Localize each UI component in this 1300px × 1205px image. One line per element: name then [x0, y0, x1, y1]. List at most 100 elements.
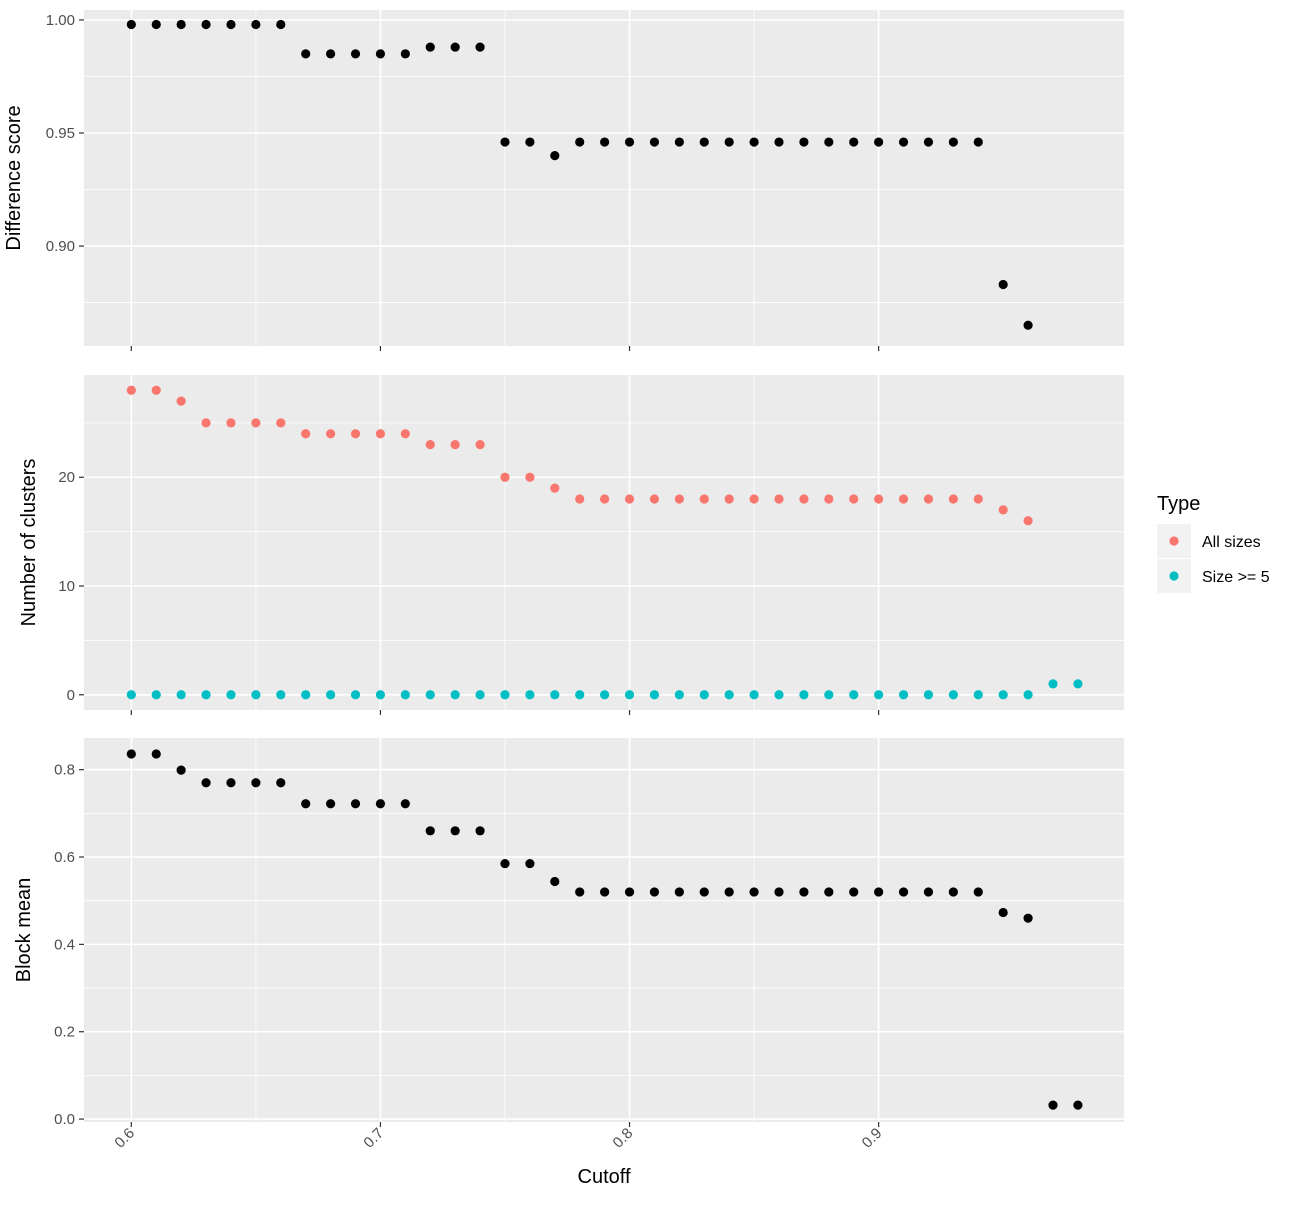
panel-blockmean: 0.0 0.2 0.4 0.6 0.8 Block mean — [13, 738, 1124, 1128]
data-point — [600, 494, 610, 504]
data-point — [525, 858, 535, 869]
data-point — [849, 494, 859, 504]
data-point — [176, 690, 186, 700]
data-point — [774, 690, 784, 700]
data-point — [973, 494, 983, 504]
data-point — [973, 887, 983, 897]
data-point — [525, 690, 535, 700]
data-point — [749, 690, 759, 700]
data-point — [849, 690, 859, 700]
data-point — [375, 429, 386, 439]
data-point — [724, 690, 734, 700]
data-point — [525, 472, 535, 482]
data-point — [251, 778, 261, 788]
data-point — [201, 778, 211, 788]
data-point — [126, 749, 136, 759]
data-point — [550, 690, 560, 700]
data-point — [624, 690, 635, 700]
data-point — [824, 887, 834, 897]
data-point — [350, 799, 361, 809]
data-point — [425, 826, 435, 836]
data-point — [301, 49, 311, 59]
y-tick-label: 0 — [67, 687, 75, 704]
data-point — [151, 19, 161, 30]
y-tick-label: 1.00 — [46, 12, 75, 29]
data-point — [575, 137, 585, 147]
data-point — [450, 42, 460, 52]
x-tick-label: 0.7 — [360, 1125, 387, 1152]
data-point — [176, 765, 186, 775]
data-point — [724, 137, 734, 147]
data-point — [674, 690, 684, 700]
data-point — [699, 494, 709, 504]
data-point — [799, 690, 809, 700]
data-point — [923, 494, 934, 504]
series-all-sizes — [126, 385, 1033, 526]
data-point — [475, 690, 485, 700]
data-point — [1023, 690, 1033, 700]
y-tick-label: 20 — [58, 469, 75, 486]
data-point — [799, 494, 809, 504]
data-point — [326, 690, 336, 700]
data-point — [400, 49, 410, 59]
legend-label: Size >= 5 — [1202, 569, 1270, 586]
data-point — [649, 494, 660, 504]
y-tick-label: 0.95 — [46, 125, 75, 142]
y-axis-title: Difference score — [3, 105, 25, 250]
data-point — [126, 19, 136, 30]
data-point — [226, 690, 236, 700]
data-point — [151, 749, 161, 759]
data-point — [624, 887, 635, 897]
data-point — [998, 907, 1008, 918]
data-point — [973, 137, 983, 147]
data-point — [326, 799, 336, 809]
data-point — [500, 858, 510, 869]
data-point — [749, 887, 759, 897]
data-point — [276, 19, 286, 30]
series-size-5 — [126, 679, 1083, 700]
data-point — [326, 429, 336, 439]
data-point — [824, 690, 834, 700]
data-point — [226, 19, 236, 30]
data-point — [201, 690, 211, 700]
data-point — [849, 137, 859, 147]
data-point — [948, 690, 958, 700]
data-point — [475, 826, 485, 836]
data-point — [649, 137, 660, 147]
data-point — [774, 887, 784, 897]
data-point — [674, 887, 684, 897]
data-point — [400, 690, 410, 700]
data-point — [375, 690, 386, 700]
data-point — [226, 778, 236, 788]
data-point — [699, 887, 709, 897]
x-tick-label: 0.6 — [111, 1125, 138, 1152]
data-point — [525, 137, 535, 147]
data-point — [799, 137, 809, 147]
data-point — [176, 396, 186, 406]
x-axis-title: Cutoff — [578, 1166, 631, 1188]
data-point — [849, 887, 859, 897]
data-point — [251, 690, 261, 700]
data-point — [276, 690, 286, 700]
data-point — [649, 887, 660, 897]
data-point — [276, 418, 286, 428]
data-point — [674, 137, 684, 147]
series-points — [126, 19, 1033, 330]
data-point — [226, 418, 236, 428]
data-point — [400, 429, 410, 439]
data-point — [425, 42, 435, 52]
data-point — [898, 494, 909, 504]
y-axis-title: Number of clusters — [18, 459, 40, 627]
data-point — [898, 137, 909, 147]
data-point — [923, 690, 934, 700]
data-point — [948, 494, 958, 504]
legend-marker — [1169, 571, 1179, 581]
data-point — [799, 887, 809, 897]
data-point — [201, 19, 211, 30]
data-point — [350, 690, 361, 700]
y-tick-label: 0.0 — [54, 1111, 75, 1128]
data-point — [301, 799, 311, 809]
data-point — [425, 440, 435, 450]
